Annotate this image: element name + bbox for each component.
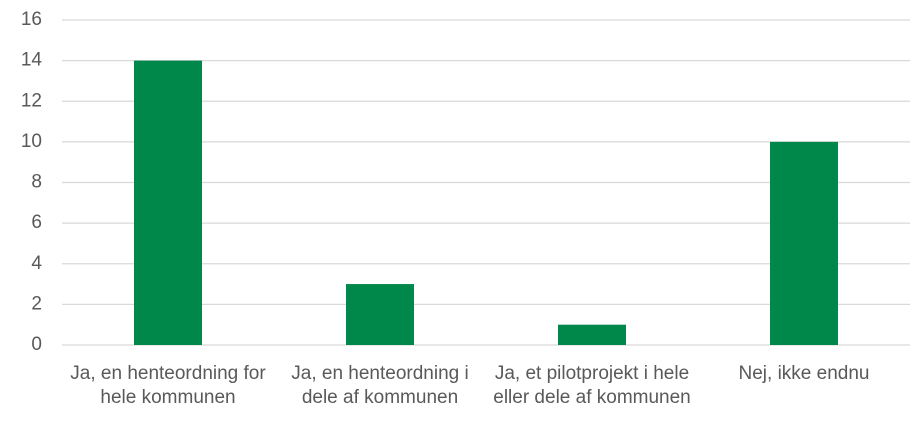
y-tick-label: 6: [31, 212, 42, 233]
bar: [134, 60, 202, 345]
bar: [558, 324, 626, 345]
y-tick-label: 0: [31, 334, 42, 355]
x-tick-label: Ja, en henteordning i dele af kommunen: [291, 363, 469, 408]
y-tick-label: 4: [31, 253, 42, 274]
x-tick-label: Ja, et pilotprojekt i hele eller dele af…: [493, 363, 691, 408]
y-tick-label: 12: [21, 90, 42, 111]
x-tick-label: Ja, en henteordning for hele kommunen: [70, 363, 266, 408]
y-tick-label: 16: [21, 9, 42, 30]
x-tick-label: Nej, ikke endnu: [738, 363, 870, 384]
bar: [346, 284, 414, 345]
y-tick-label: 14: [21, 50, 43, 71]
bar: [770, 141, 838, 345]
y-tick-label: 2: [31, 293, 42, 314]
y-tick-label: 10: [21, 131, 42, 152]
y-tick-label: 8: [31, 172, 42, 193]
